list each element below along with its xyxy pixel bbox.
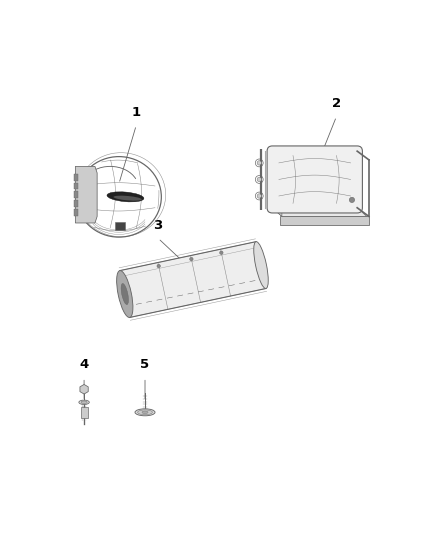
FancyBboxPatch shape <box>74 191 78 198</box>
Text: 5: 5 <box>141 358 149 371</box>
FancyBboxPatch shape <box>115 222 125 230</box>
FancyBboxPatch shape <box>81 407 88 418</box>
Text: 1: 1 <box>132 106 141 118</box>
Circle shape <box>257 161 261 165</box>
Text: 4: 4 <box>79 358 89 371</box>
Circle shape <box>190 257 193 261</box>
Ellipse shape <box>117 271 133 318</box>
Ellipse shape <box>138 410 152 415</box>
Polygon shape <box>80 384 88 394</box>
Polygon shape <box>272 208 367 216</box>
Text: 2: 2 <box>332 97 341 110</box>
Circle shape <box>157 264 160 268</box>
Circle shape <box>257 177 261 182</box>
Ellipse shape <box>121 284 128 304</box>
Ellipse shape <box>142 411 148 414</box>
Circle shape <box>219 251 223 254</box>
Polygon shape <box>120 241 266 318</box>
Polygon shape <box>280 216 369 225</box>
Ellipse shape <box>113 196 142 200</box>
Ellipse shape <box>79 400 89 405</box>
Circle shape <box>257 194 261 198</box>
FancyBboxPatch shape <box>74 174 78 181</box>
Circle shape <box>350 197 355 203</box>
Polygon shape <box>272 151 282 216</box>
FancyBboxPatch shape <box>74 208 78 215</box>
Ellipse shape <box>81 401 87 403</box>
Ellipse shape <box>254 241 268 288</box>
Ellipse shape <box>135 409 155 416</box>
Ellipse shape <box>107 192 144 202</box>
FancyBboxPatch shape <box>74 200 78 207</box>
FancyBboxPatch shape <box>267 146 362 213</box>
FancyBboxPatch shape <box>74 182 78 189</box>
Polygon shape <box>75 166 97 223</box>
Text: 3: 3 <box>153 219 162 232</box>
